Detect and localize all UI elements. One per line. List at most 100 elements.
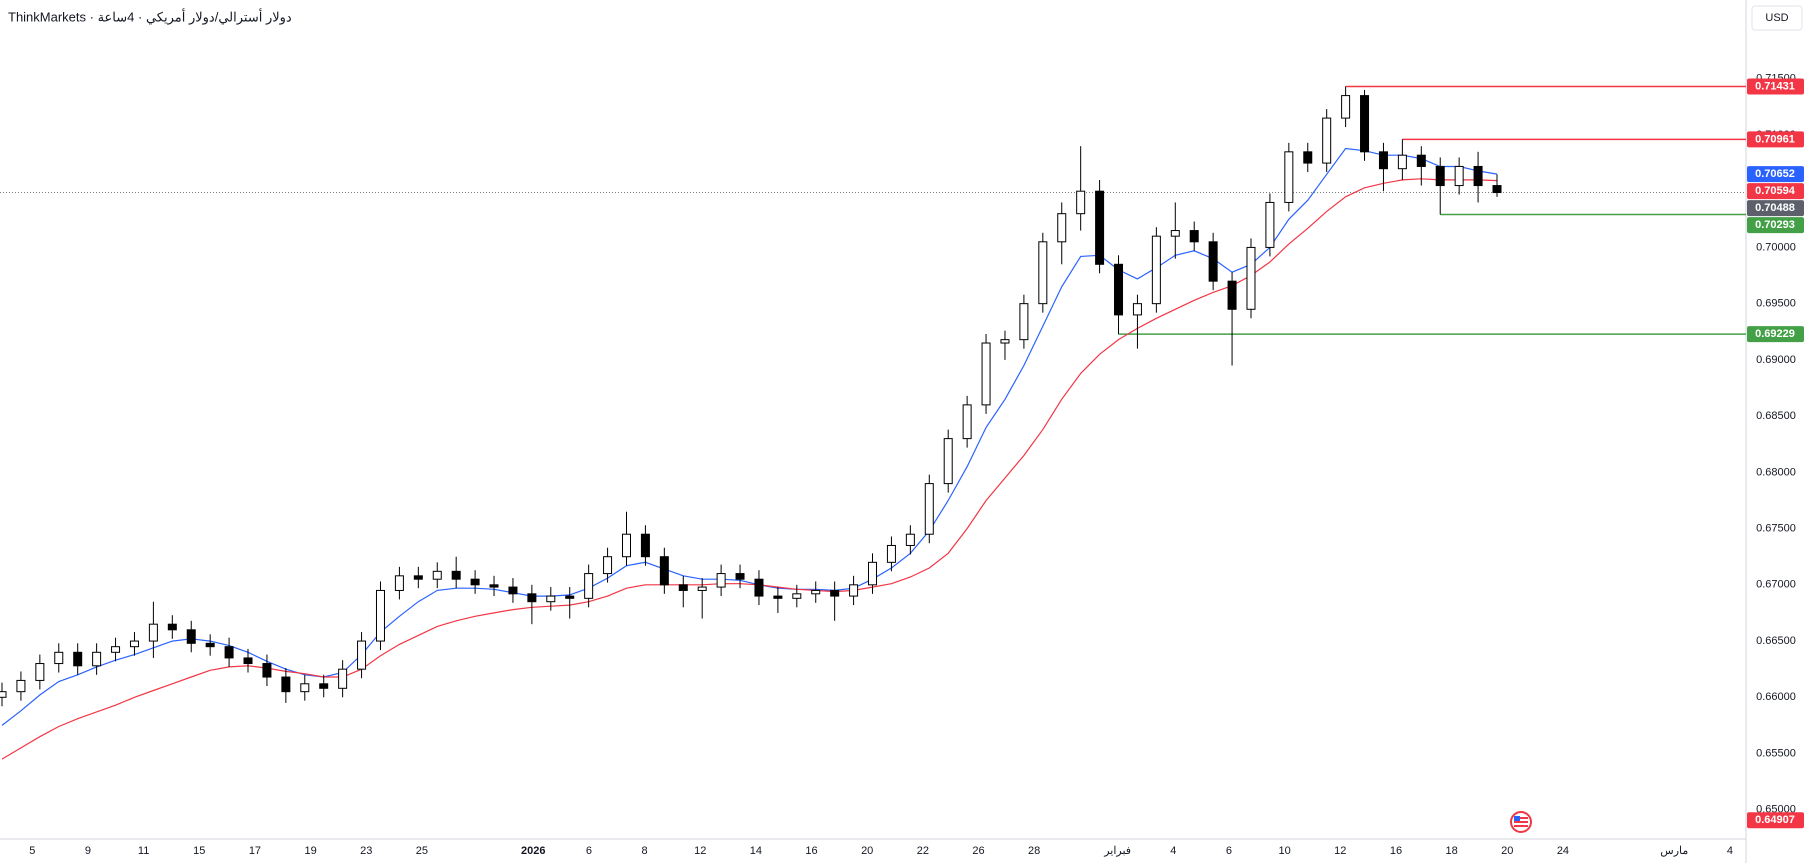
candle (924, 474, 934, 544)
candle-body (716, 573, 726, 588)
candle (1265, 193, 1275, 257)
candle (489, 575, 499, 597)
candle-body (224, 646, 234, 659)
y-tick-label: 0.66500 (1756, 635, 1796, 647)
candle (640, 525, 650, 566)
candle (697, 578, 707, 619)
x-tick-label: 8 (641, 845, 647, 857)
candle (792, 584, 802, 608)
candle (659, 547, 669, 594)
candle-body (603, 556, 613, 575)
candle-body (1378, 151, 1388, 170)
x-tick-label: 2026 (521, 845, 545, 857)
candle-body (792, 593, 802, 599)
candle (546, 587, 556, 611)
candle (186, 620, 196, 653)
candle-body (886, 544, 896, 563)
candle (224, 637, 234, 667)
candle-body (111, 646, 121, 653)
candle-body (1265, 201, 1275, 248)
candle (1416, 146, 1426, 186)
candle-body (413, 575, 423, 580)
x-tick-label: 25 (416, 845, 428, 857)
y-tick-label: 0.69000 (1756, 354, 1796, 366)
candle (394, 566, 404, 600)
candle (1322, 109, 1332, 173)
candle-body (205, 642, 215, 648)
candle-body (1038, 241, 1048, 305)
candle (451, 556, 461, 589)
candle-body (1473, 165, 1483, 187)
price-tag (1747, 183, 1804, 200)
price-tag (1747, 166, 1804, 183)
candle (849, 575, 859, 606)
candle (148, 601, 158, 658)
candle (92, 643, 102, 675)
y-tick-label: 0.65500 (1756, 747, 1796, 759)
price-tag (1747, 131, 1804, 148)
candle (868, 553, 878, 594)
candle-body (1132, 303, 1142, 316)
candle (413, 566, 423, 589)
candle (1057, 202, 1067, 265)
candle-body (319, 683, 329, 689)
x-tick-label: 20 (1501, 845, 1513, 857)
candle-body (943, 438, 953, 485)
candle-body (1284, 151, 1294, 203)
candle (1114, 255, 1124, 335)
candle-body (849, 584, 859, 597)
price-tag-label: 0.71431 (1755, 80, 1795, 92)
candle-body (148, 623, 158, 642)
candle (319, 674, 329, 698)
currency-button[interactable] (1751, 5, 1803, 31)
x-tick-label: 17 (249, 845, 261, 857)
candle-body (489, 584, 499, 588)
candle-body (92, 651, 102, 667)
candle-body (678, 584, 688, 591)
candle-body (1227, 280, 1237, 310)
price-tag-label: 0.69229 (1755, 328, 1795, 340)
candle (16, 671, 26, 701)
candle-body (621, 533, 631, 558)
candle-body (1435, 165, 1445, 187)
candle (1303, 142, 1313, 173)
candle-body (1189, 230, 1199, 243)
x-tick-label: 24 (1557, 845, 1569, 857)
candle-body (1095, 190, 1105, 265)
candle (111, 637, 121, 662)
x-tick-label: 6 (1226, 845, 1232, 857)
candle-body (73, 651, 83, 667)
candle (1038, 232, 1048, 313)
candle (357, 632, 367, 679)
x-tick-label: 11 (138, 845, 149, 857)
y-tick-label: 0.68000 (1756, 466, 1796, 478)
candle-body (754, 578, 764, 597)
candle-body (640, 533, 650, 558)
candle (167, 615, 177, 639)
price-tag-label: 0.70594 (1755, 185, 1796, 197)
price-tag (1747, 200, 1804, 217)
candle-body (1246, 246, 1256, 310)
candle (1132, 294, 1142, 349)
currency-label[interactable]: USD (1765, 12, 1788, 24)
x-tick-label: 9 (85, 845, 91, 857)
x-tick-label: 16 (1390, 845, 1402, 857)
candle (1019, 294, 1029, 349)
flag-icon[interactable] (1510, 811, 1532, 833)
candle-body (868, 561, 878, 586)
candle (811, 581, 821, 603)
candle (1341, 86, 1351, 128)
candle (338, 660, 348, 698)
candle-body (1151, 235, 1161, 305)
candle (905, 525, 915, 555)
flag-canton (1514, 816, 1520, 821)
candle-body (962, 404, 972, 440)
x-tick-label: 12 (694, 845, 706, 857)
candle-body (1076, 190, 1086, 215)
x-tick-label: 23 (360, 845, 372, 857)
candle-body (1303, 151, 1313, 164)
y-tick-label: 0.68500 (1756, 410, 1796, 422)
candle-body (1208, 241, 1218, 282)
candle (262, 654, 272, 687)
candle-body (697, 586, 707, 591)
